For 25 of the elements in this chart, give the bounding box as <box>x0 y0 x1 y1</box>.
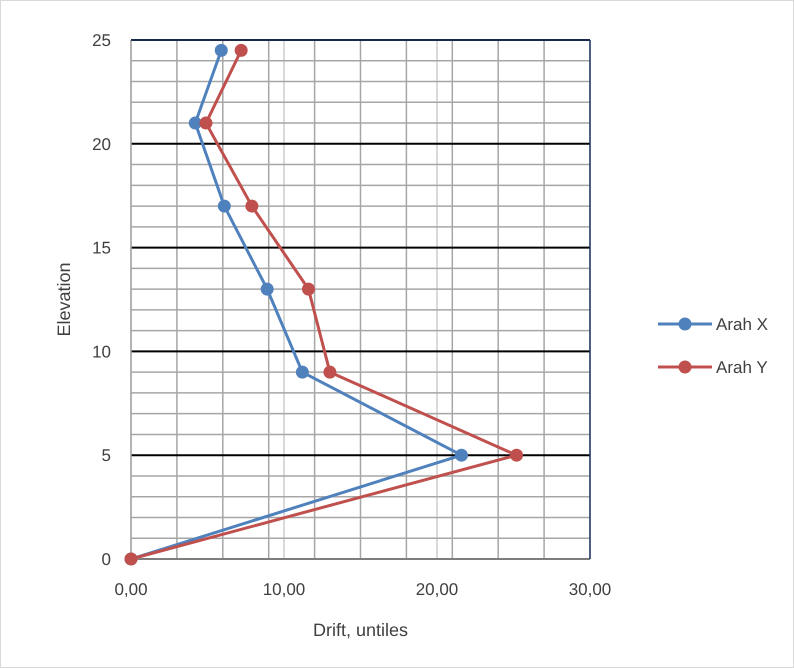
point <box>454 448 468 462</box>
y-tick-label: 15 <box>92 238 111 258</box>
point <box>199 116 212 130</box>
point <box>245 200 258 213</box>
point <box>234 44 248 57</box>
y-tick-label: 10 <box>92 342 111 362</box>
legend-label: Arah X <box>716 314 768 334</box>
y-tick-label: 20 <box>92 134 111 154</box>
point <box>302 282 315 296</box>
point <box>296 366 309 379</box>
y-tick-label: 5 <box>102 446 111 466</box>
point <box>218 200 231 213</box>
x-tick-label: 20,00 <box>416 580 458 599</box>
point <box>510 448 524 462</box>
x-axis-title: Drift, untiles <box>312 620 408 640</box>
point <box>260 282 274 296</box>
point <box>214 44 228 57</box>
y-tick-label: 0 <box>102 550 111 569</box>
legend-label: Arah Y <box>716 358 768 377</box>
y-tick-label: 25 <box>92 30 111 50</box>
x-tick-label: 10,00 <box>262 580 306 599</box>
y-axis-title: Elevation <box>54 262 74 337</box>
x-tick-label: 30,00 <box>568 580 612 599</box>
point <box>323 366 336 379</box>
x-tick-label: 0,00 <box>114 580 148 599</box>
